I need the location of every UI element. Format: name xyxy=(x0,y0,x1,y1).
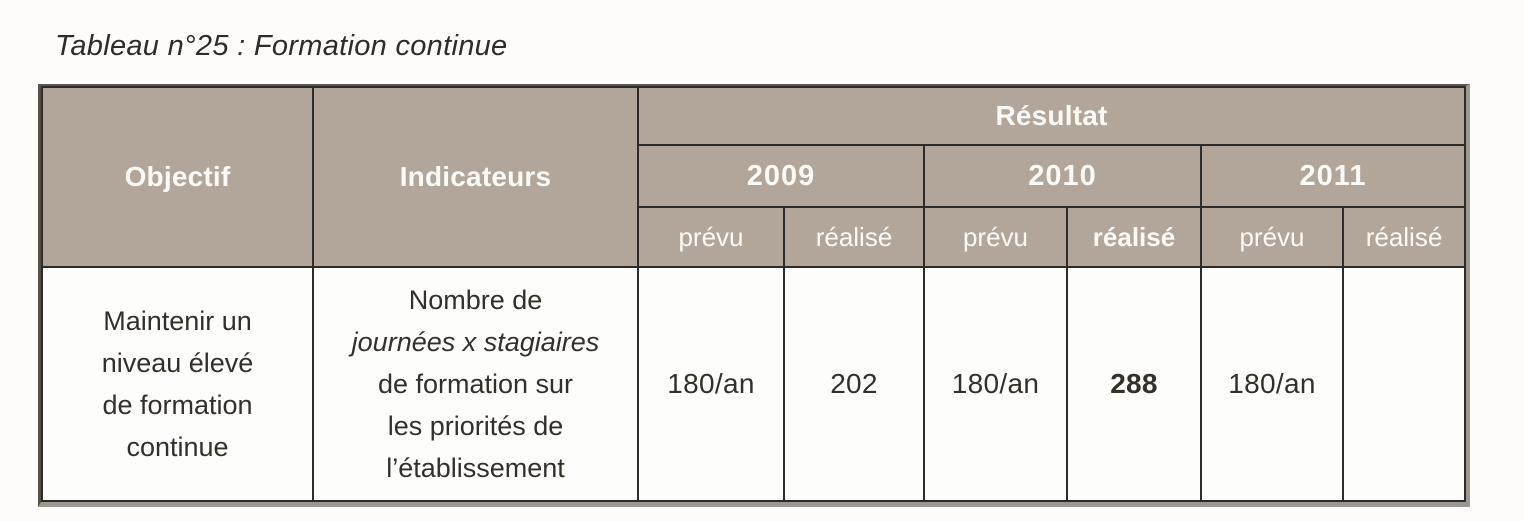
header-year-2009: 2009 xyxy=(637,144,925,208)
subheader-2009-prevu: prévu xyxy=(637,206,785,268)
cell-objectif: Maintenir un niveau élevé de formation c… xyxy=(41,266,314,502)
formation-continue-table: Objectif Indicateurs Résultat 2009 2010 … xyxy=(41,86,1466,502)
table-outer-border: Objectif Indicateurs Résultat 2009 2010 … xyxy=(38,84,1470,507)
header-resultat: Résultat xyxy=(637,86,1466,146)
subheader-2011-realise: réalisé xyxy=(1342,206,1466,268)
table-caption: Tableau n°25 : Formation continue xyxy=(55,30,508,62)
cell-2010-prevu: 180/an xyxy=(923,266,1068,502)
header-year-2010: 2010 xyxy=(923,144,1202,208)
subheader-2010-realise: réalisé xyxy=(1066,206,1202,268)
table-row: Maintenir un niveau élevé de formation c… xyxy=(41,266,1466,502)
header-objectif: Objectif xyxy=(41,86,314,268)
cell-2009-prevu: 180/an xyxy=(637,266,785,502)
cell-2009-realise: 202 xyxy=(783,266,925,502)
subheader-2011-prevu: prévu xyxy=(1200,206,1344,268)
header-indicateurs: Indicateurs xyxy=(312,86,639,268)
cell-2010-realise: 288 xyxy=(1066,266,1202,502)
objectif-text: Maintenir un niveau élevé de formation c… xyxy=(101,306,254,462)
cell-2011-realise xyxy=(1342,266,1466,502)
subheader-2009-realise: réalisé xyxy=(783,206,925,268)
header-year-2011: 2011 xyxy=(1200,144,1466,208)
cell-2011-prevu: 180/an xyxy=(1200,266,1344,502)
subheader-2010-prevu: prévu xyxy=(923,206,1068,268)
indicateur-text: Nombre de journées x stagiaires de forma… xyxy=(351,285,600,483)
cell-indicateur: Nombre de journées x stagiaires de forma… xyxy=(312,266,639,502)
